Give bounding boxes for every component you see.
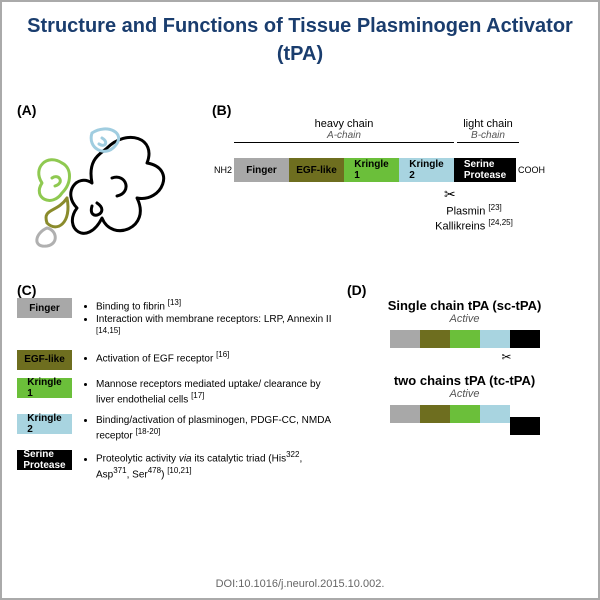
panel-a-label: (A)	[17, 102, 197, 118]
heavy-chain-label: heavy chain	[234, 118, 454, 130]
mini-egf	[420, 330, 450, 348]
panel-a: (A)	[17, 102, 197, 263]
mini-serine	[510, 330, 540, 348]
cooh-label: COOH	[516, 165, 547, 175]
panel-b-label: (B)	[212, 102, 582, 118]
sc-subtitle: Active	[347, 313, 582, 325]
mini-kringle2	[480, 330, 510, 348]
panel-c-label: (C)	[17, 282, 337, 298]
func-row-serine: SerineProtease Proteolytic activity via i…	[17, 450, 337, 481]
func-text-finger: Binding to fibrin [13]Interaction with m…	[84, 298, 337, 342]
func-row-finger: Finger Binding to fibrin [13]Interaction …	[17, 298, 337, 342]
mini-serine	[510, 417, 540, 435]
func-box-kringle1: Kringle1	[17, 378, 72, 398]
domain-finger: Finger	[234, 158, 289, 182]
domain-egf: EGF-like	[289, 158, 344, 182]
func-row-egf: EGF-like Activation of EGF receptor [16]	[17, 350, 337, 370]
func-box-kringle2: Kringle2	[17, 414, 72, 434]
tc-title: two chains tPA (tc-tPA)	[347, 373, 582, 388]
light-chain-label: light chain	[457, 118, 519, 130]
tc-subtitle: Active	[347, 388, 582, 400]
func-box-egf: EGF-like	[17, 350, 72, 370]
domain-bar: NH2 FingerEGF-likeKringle1Kringle2Serine…	[212, 158, 582, 182]
domain-kringle1: Kringle1	[344, 158, 399, 182]
kallikreins-label: Kallikreins	[435, 220, 485, 232]
func-text-kringle2: Binding/activation of plasminogen, PDGF-…	[84, 414, 337, 442]
func-row-kringle2: Kringle2 Binding/activation of plasminoge…	[17, 414, 337, 442]
mini-finger	[390, 330, 420, 348]
nh2-label: NH2	[212, 165, 234, 175]
panel-d-label: (D)	[347, 282, 582, 298]
panel-d: (D) Single chain tPA (sc-tPA) Active ✂ t…	[347, 282, 582, 448]
domain-kringle2: Kringle2	[399, 158, 454, 182]
chain-labels: heavy chain A-chain light chain B-chain	[212, 118, 582, 158]
func-row-kringle1: Kringle1 Mannose receptors mediated uptak…	[17, 378, 337, 406]
b-chain-label: B-chain	[457, 130, 519, 141]
sc-title: Single chain tPA (sc-tPA)	[347, 298, 582, 313]
cleavage-site: ✂ Plasmin [23] Kallikreins [24,25]	[444, 186, 582, 232]
tc-bar	[390, 405, 540, 423]
plasmin-label: Plasmin	[446, 206, 485, 218]
mini-finger	[390, 405, 420, 423]
sc-tpa-section: Single chain tPA (sc-tPA) Active ✂	[347, 298, 582, 353]
scissors-icon: ✂	[444, 186, 582, 203]
func-text-egf: Activation of EGF receptor [16]	[84, 350, 229, 365]
a-chain-label: A-chain	[234, 130, 454, 141]
func-box-serine: SerineProtease	[17, 450, 72, 470]
panel-b: (B) heavy chain A-chain light chain B-ch…	[212, 102, 582, 232]
func-box-finger: Finger	[17, 298, 72, 318]
panel-c: (C) Finger Binding to fibrin [13]Interact…	[17, 282, 337, 489]
domain-serine: SerineProtease	[454, 158, 516, 182]
sc-bar: ✂	[390, 330, 540, 348]
scissors-icon: ✂	[501, 350, 511, 364]
mini-kringle2	[480, 405, 510, 423]
tc-tpa-section: two chains tPA (tc-tPA) Active	[347, 373, 582, 428]
page-title: Structure and Functions of Tissue Plasmi…	[2, 2, 598, 68]
doi-label: DOI:10.1016/j.neurol.2015.10.002.	[2, 578, 598, 590]
func-text-kringle1: Mannose receptors mediated uptake/ clear…	[84, 378, 337, 406]
protein-structure-sketch	[17, 118, 182, 258]
mini-kringle1	[450, 405, 480, 423]
func-text-serine: Proteolytic activity via its catalytic t…	[84, 450, 337, 481]
mini-kringle1	[450, 330, 480, 348]
mini-egf	[420, 405, 450, 423]
